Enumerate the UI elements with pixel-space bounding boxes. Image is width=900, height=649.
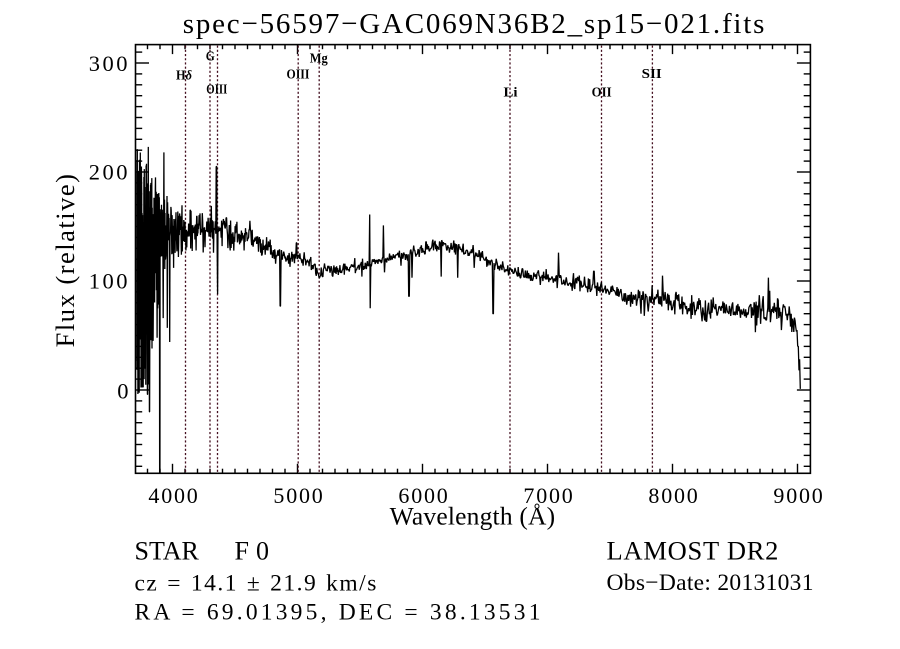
svg-text:200: 200 xyxy=(89,160,130,185)
svg-text:Obs−Date: 20131031: Obs−Date: 20131031 xyxy=(607,570,814,596)
svg-text:cz = 14.1 ± 21.9 km/s: cz = 14.1 ± 21.9 km/s xyxy=(135,571,378,597)
svg-text:LAMOST DR2: LAMOST DR2 xyxy=(607,536,780,566)
svg-text:8000: 8000 xyxy=(648,483,699,508)
svg-text:Flux (relative): Flux (relative) xyxy=(50,173,80,348)
svg-text:Mg: Mg xyxy=(310,51,328,66)
svg-text:Wavelength (Å): Wavelength (Å) xyxy=(390,502,556,531)
svg-text:Hδ: Hδ xyxy=(176,67,192,82)
svg-text:RA = 69.01395, DEC = 38.1353: RA = 69.01395, DEC = 38.13531 xyxy=(135,600,544,626)
svg-text:SII: SII xyxy=(642,66,662,81)
svg-text:6000: 6000 xyxy=(398,483,449,508)
svg-text:Li: Li xyxy=(504,84,518,99)
svg-text:F0: F0 xyxy=(235,537,276,566)
svg-text:OIII: OIII xyxy=(287,67,310,82)
svg-text:4000: 4000 xyxy=(148,483,199,508)
svg-text:7000: 7000 xyxy=(523,483,574,508)
svg-text:300: 300 xyxy=(89,51,130,76)
svg-text:0: 0 xyxy=(117,379,130,404)
svg-text:G: G xyxy=(206,48,215,63)
svg-text:5000: 5000 xyxy=(273,483,324,508)
svg-text:9000: 9000 xyxy=(773,483,824,508)
svg-text:OIII: OIII xyxy=(206,81,227,96)
svg-text:STAR: STAR xyxy=(135,537,200,566)
svg-text:OII: OII xyxy=(592,84,612,99)
svg-text:100: 100 xyxy=(89,269,130,294)
svg-text:spec−56597−GAC069N36B2_sp15−02: spec−56597−GAC069N36B2_sp15−021.fits xyxy=(183,8,767,40)
